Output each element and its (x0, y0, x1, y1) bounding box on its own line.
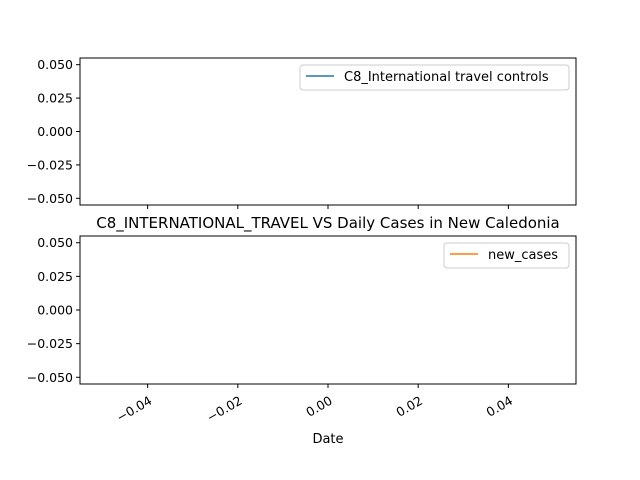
top-y-tick-label: −0.025 (27, 157, 73, 172)
bottom-legend: new_cases (443, 242, 570, 269)
bottom-y-axis: 0.050 0.025 0.000 −0.025 −0.050 (27, 235, 80, 385)
bottom-y-tick-label: 0.025 (37, 269, 73, 284)
bottom-y-tick-label: 0.000 (37, 303, 73, 318)
top-y-tick-label: 0.000 (37, 124, 73, 139)
top-y-tick-label: 0.025 (37, 91, 73, 106)
bottom-x-tick-label: 0.04 (484, 393, 516, 420)
top-legend-label: C8_International travel controls (344, 70, 549, 85)
bottom-x-tick-label: 0.02 (393, 393, 425, 420)
bottom-plot-frame (79, 235, 577, 385)
top-subplot: 0.050 0.025 0.000 −0.025 −0.050 C8_Internati… (27, 57, 577, 209)
bottom-x-tick-label: −0.02 (204, 393, 245, 425)
top-y-axis: 0.050 0.025 0.000 −0.025 −0.050 (27, 57, 80, 206)
bottom-y-tick-label: −0.025 (27, 336, 73, 351)
chart-title: C8_INTERNATIONAL_TRAVEL VS Daily Cases i… (96, 214, 560, 233)
top-legend-box (299, 64, 570, 91)
top-plot-frame (79, 57, 577, 206)
top-y-tick-label: −0.050 (27, 191, 73, 206)
x-axis-label: Date (312, 432, 343, 447)
bottom-x-tick-label: −0.04 (114, 393, 155, 425)
bottom-subplot: C8_INTERNATIONAL_TRAVEL VS Daily Cases i… (27, 214, 577, 447)
top-x-axis (147, 205, 509, 209)
bottom-y-tick-label: −0.050 (27, 370, 73, 385)
top-y-tick-label: 0.050 (37, 57, 73, 72)
bottom-legend-label: new_cases (488, 248, 558, 263)
top-legend: C8_International travel controls (299, 64, 570, 91)
bottom-x-axis: −0.04 −0.02 0.00 0.02 0.04 (114, 384, 515, 425)
bottom-legend-box (443, 242, 570, 269)
bottom-x-tick-label: 0.00 (303, 393, 335, 420)
bottom-y-tick-label: 0.050 (37, 235, 73, 250)
